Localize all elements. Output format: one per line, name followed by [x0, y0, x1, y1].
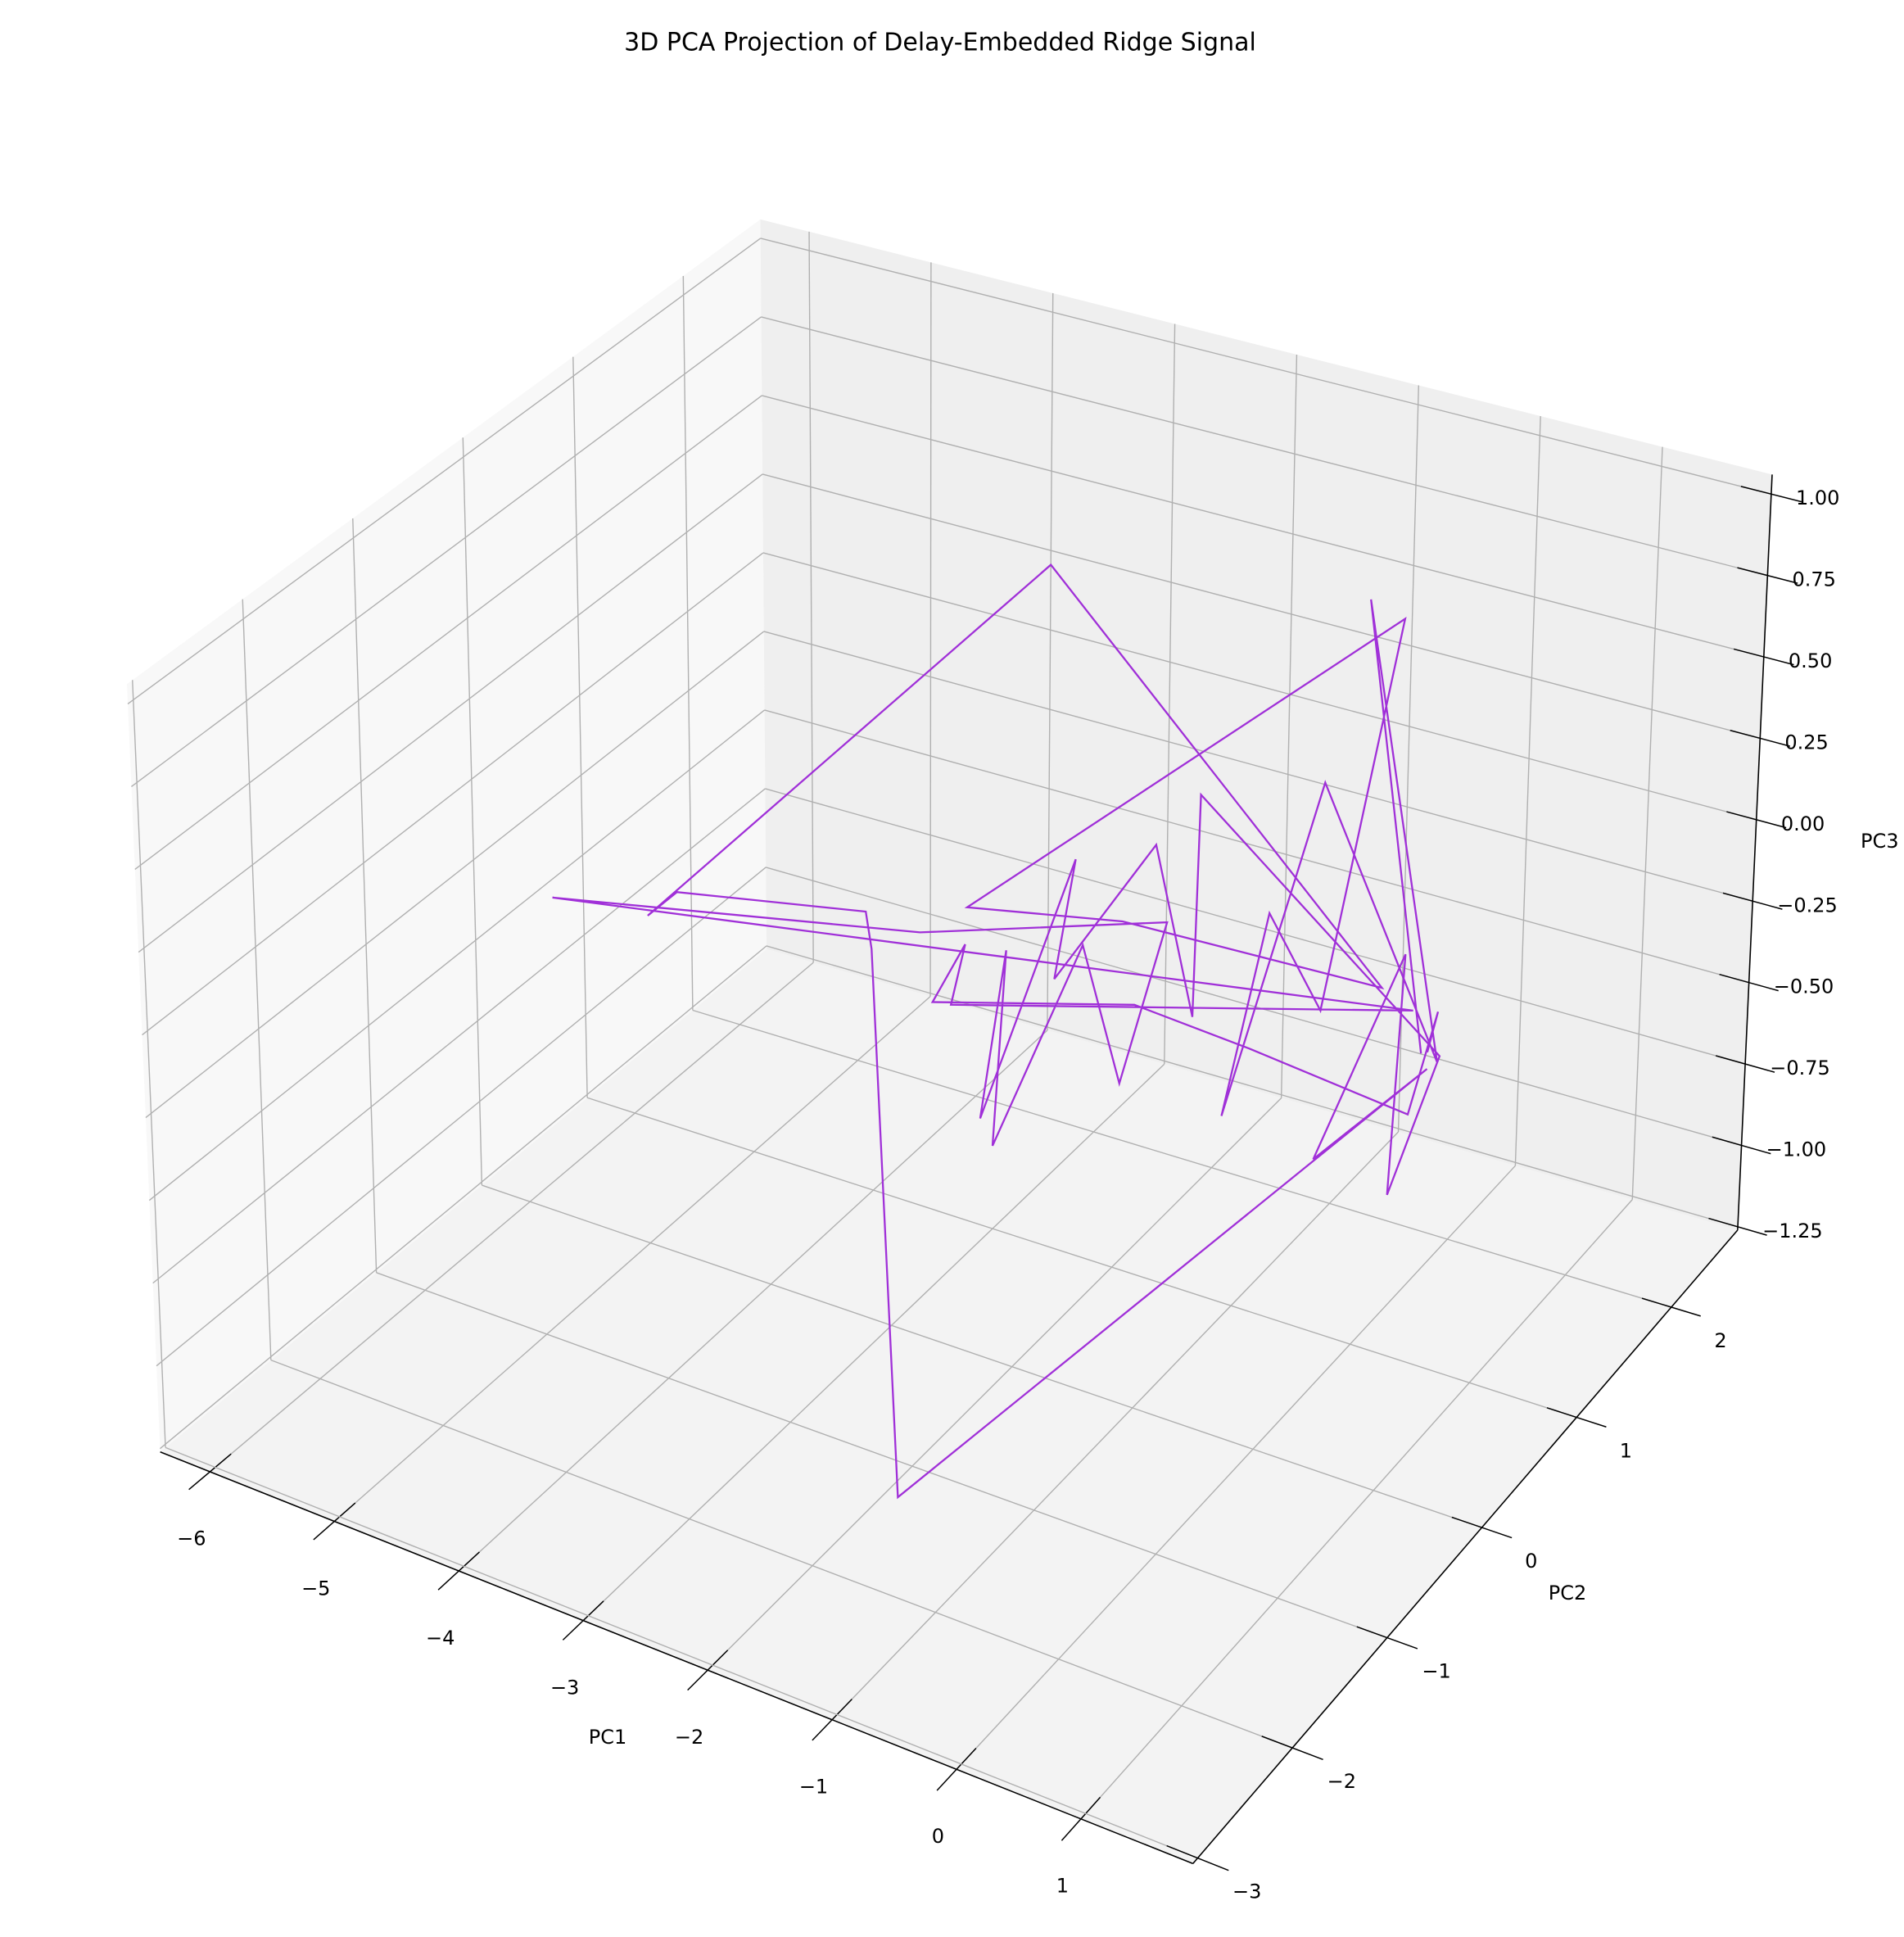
grid-line: [707, 1097, 1282, 1671]
z-tick-label: −1.00: [1766, 1138, 1827, 1161]
chart-title: 3D PCA Projection of Delay-Embedded Ridg…: [624, 29, 1256, 57]
x-tick-label: −4: [426, 1627, 455, 1650]
x-tick-label: 1: [1056, 1875, 1069, 1898]
grid-line: [760, 238, 1772, 495]
x-tick-label: 0: [932, 1825, 944, 1848]
grid-line: [127, 238, 762, 705]
grid-line: [270, 1359, 1293, 1749]
x-tick-label: −2: [675, 1726, 703, 1749]
y-axis-label: PC2: [1549, 1582, 1587, 1604]
y-tick-label: −2: [1327, 1770, 1356, 1793]
grid-line: [1514, 416, 1541, 1166]
grid-line: [956, 1165, 1516, 1770]
z-axis-line: [1737, 474, 1773, 1230]
grid-line: [1280, 354, 1298, 1098]
grid-line: [142, 552, 764, 1036]
grid-line: [808, 231, 814, 963]
grid-line: [682, 275, 694, 1011]
grid-line: [831, 1131, 1400, 1721]
grid-line: [333, 996, 931, 1523]
z-tick-label: −0.75: [1770, 1057, 1830, 1079]
grid-line: [160, 945, 767, 1450]
z-tick-label: 0.50: [1789, 649, 1832, 672]
x-tick-label: −1: [799, 1775, 828, 1798]
grid-line: [376, 1272, 1388, 1639]
z-tick-label: −1.25: [1762, 1220, 1823, 1242]
grid-line: [766, 945, 1739, 1228]
grid-line: [1047, 292, 1054, 1030]
grid-line: [762, 473, 1761, 740]
grid-line: [763, 631, 1753, 902]
floor-pane: [160, 948, 1738, 1864]
grid-line: [1164, 324, 1176, 1065]
grid-line: [582, 1063, 1165, 1622]
y-tick-label: 1: [1620, 1440, 1632, 1463]
grid-line: [156, 867, 767, 1367]
y-tick-label: 0: [1525, 1550, 1537, 1573]
grid-line: [1080, 1199, 1633, 1820]
z-tick-label: 1.00: [1796, 487, 1839, 509]
grid-line: [148, 709, 765, 1202]
y-tick-label: 2: [1714, 1329, 1726, 1352]
z-axis-label: PC3: [1861, 830, 1899, 853]
grid-line: [131, 316, 762, 788]
grid-line: [586, 1097, 1577, 1419]
grid-line: [352, 518, 378, 1273]
grid-line: [462, 437, 483, 1186]
x-axis-line: [160, 1450, 1193, 1865]
z-tick-label: −0.25: [1777, 894, 1838, 916]
grid-line: [242, 599, 272, 1360]
x-axis-label: PC1: [589, 1726, 627, 1749]
grid-line: [165, 1446, 1198, 1859]
grid-line: [152, 788, 766, 1284]
grid-line: [762, 552, 1757, 821]
grid-line: [692, 1009, 1672, 1308]
grid-line: [762, 395, 1764, 658]
grid-line: [764, 709, 1749, 984]
y-tick-label: −3: [1232, 1880, 1261, 1903]
y-tick-label: −1: [1422, 1660, 1450, 1683]
grid-line: [145, 631, 765, 1119]
grid-line: [572, 356, 588, 1098]
data-line: [552, 563, 1441, 1500]
left-pane: [127, 219, 767, 1452]
x-tick-label: −3: [550, 1676, 579, 1699]
grid-line: [132, 680, 166, 1448]
z-tick-label: 0.00: [1781, 812, 1825, 835]
back-pane: [760, 219, 1772, 1230]
grid-line: [134, 395, 762, 871]
grid-line: [765, 867, 1742, 1147]
grid-line: [209, 962, 814, 1473]
grid-line: [458, 1030, 1048, 1572]
x-tick-label: −5: [301, 1577, 330, 1600]
grid-line: [761, 316, 1768, 577]
grid-line: [765, 788, 1746, 1065]
z-tick-label: −0.50: [1774, 975, 1834, 998]
grid-line: [1631, 446, 1663, 1200]
x-tick-label: −6: [177, 1527, 206, 1550]
grid-line: [138, 473, 763, 953]
grid-line: [929, 262, 932, 997]
grid-line: [482, 1184, 1482, 1528]
z-tick-label: 0.75: [1792, 568, 1835, 591]
z-tick-label: 0.25: [1784, 731, 1828, 754]
y-axis-line: [1192, 1229, 1739, 1864]
